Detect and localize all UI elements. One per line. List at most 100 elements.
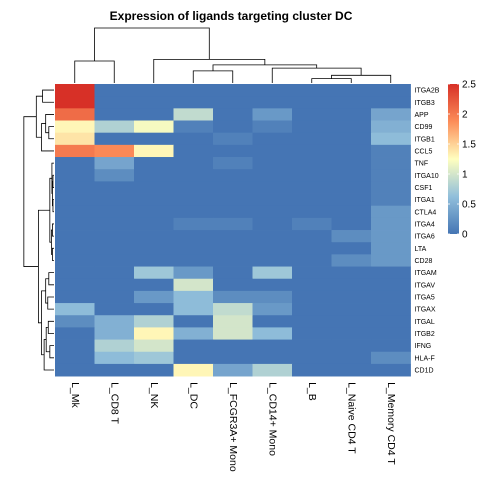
row-label: HLA-F <box>415 355 435 362</box>
heatmap-cell <box>292 254 332 267</box>
dendrogram-branch <box>47 296 54 310</box>
heatmap-cell <box>331 205 372 219</box>
column-label: L_Mk <box>69 382 81 408</box>
row-label: ITGAM <box>415 270 437 277</box>
heatmap-cell <box>134 120 174 134</box>
row-label: CD1D <box>415 367 434 374</box>
heatmap-cell <box>55 169 95 182</box>
heatmap-cell <box>173 108 214 121</box>
column-label: L_CD14+ Mono <box>266 382 278 456</box>
legend-tick-label: 2.5 <box>462 80 476 91</box>
heatmap-cell <box>94 120 135 134</box>
row-dendrogram <box>23 89 54 371</box>
row-label: ITGA10 <box>415 173 439 180</box>
heatmap-cell <box>94 205 135 219</box>
heatmap-cell <box>55 303 95 316</box>
dendrogram-branch <box>192 70 234 83</box>
heatmap-cell <box>173 351 214 365</box>
heatmap-cell <box>292 169 332 182</box>
heatmap-cell <box>371 132 411 146</box>
column-label: L_FCGR3A+ Mono <box>227 382 239 472</box>
row-label: CD28 <box>415 258 433 265</box>
heatmap-cell <box>213 84 253 97</box>
heatmap-cell <box>292 181 332 194</box>
heatmap-cell <box>173 96 214 109</box>
legend-tick-label: 1 <box>462 170 468 181</box>
heatmap-cell <box>94 242 135 255</box>
column-label: L_B <box>306 382 318 401</box>
heatmap-cell <box>331 351 372 365</box>
heatmap-cell <box>331 278 372 292</box>
heatmap-cell <box>371 120 411 134</box>
row-label: ITGAL <box>415 319 435 326</box>
heatmap-cell <box>252 181 293 194</box>
heatmap-cell <box>213 363 253 377</box>
heatmap-cell <box>173 242 214 255</box>
heatmap-cell <box>173 266 214 280</box>
heatmap-cell <box>252 254 293 267</box>
heatmap-cell <box>134 169 174 182</box>
heatmap-cell <box>292 351 332 365</box>
heatmap-cell <box>134 363 174 377</box>
heatmap-cell <box>292 193 332 207</box>
dendrogram-branch <box>42 89 54 103</box>
heatmap-cell <box>331 193 372 207</box>
heatmap-cell <box>252 327 293 340</box>
heatmap-cell <box>292 290 332 304</box>
heatmap-cell <box>134 96 174 109</box>
heatmap-cell <box>173 120 214 134</box>
column-label: L_Naive CD4 T <box>345 382 357 454</box>
heatmap-cell <box>252 266 293 280</box>
heatmap-cell <box>213 193 253 207</box>
heatmap-cell <box>213 205 253 219</box>
heatmap-cell <box>94 230 135 243</box>
column-label: L_DC <box>187 382 199 409</box>
dendrogram-branch <box>48 272 54 286</box>
heatmap-cell <box>252 96 293 109</box>
heatmap-cell <box>55 181 95 194</box>
heatmap-cell <box>213 96 253 109</box>
row-label: ITGA5 <box>415 294 435 301</box>
legend-ticks: 0 0.5 1 1.5 2 2.5 <box>448 80 476 241</box>
heatmap-cell <box>134 254 174 267</box>
dendrogram-branch <box>331 74 392 83</box>
heatmap-cell <box>252 303 293 316</box>
heatmap-cell <box>94 254 135 267</box>
heatmap-cell <box>94 144 135 158</box>
heatmap-cell <box>292 266 332 280</box>
heatmap-cell <box>371 181 411 194</box>
heatmap-cell <box>292 339 332 353</box>
row-label: ITGA1 <box>415 197 435 204</box>
heatmap-cell <box>134 290 174 304</box>
dendrogram-branch <box>48 126 54 140</box>
heatmap-cell <box>173 278 214 292</box>
heatmap-cell <box>371 157 411 170</box>
row-label: CD99 <box>415 124 433 131</box>
dendrogram-branch <box>23 116 39 267</box>
heatmap-cell <box>252 351 293 365</box>
heatmap-cell <box>252 144 293 158</box>
heatmap-cell <box>134 339 174 353</box>
heatmap-cell <box>292 157 332 170</box>
heatmap-cell <box>55 108 95 121</box>
heatmap-cell <box>55 242 95 255</box>
heatmap-cell <box>173 144 214 158</box>
heatmap-cell <box>94 363 135 377</box>
heatmap-cell <box>292 230 332 243</box>
column-labels: L_Mk L_CD8 T L_NK L_DC L_FCGR3A+ Mono L_CD14+… <box>69 382 397 472</box>
heatmap-cell <box>173 132 214 146</box>
heatmap-cell <box>55 327 95 340</box>
heatmap-cell <box>134 108 174 121</box>
heatmap-cell <box>55 363 95 377</box>
heatmap-cell <box>371 217 411 231</box>
heatmap-cell <box>292 132 332 146</box>
heatmap-cell <box>94 315 135 328</box>
heatmap-cell <box>292 84 332 97</box>
heatmap-cell <box>55 205 95 219</box>
heatmap-cell <box>173 169 214 182</box>
heatmap-cell <box>213 132 253 146</box>
row-label: CCL5 <box>415 148 433 155</box>
row-label: ITGB3 <box>415 100 435 107</box>
heatmap-cell <box>173 205 214 219</box>
